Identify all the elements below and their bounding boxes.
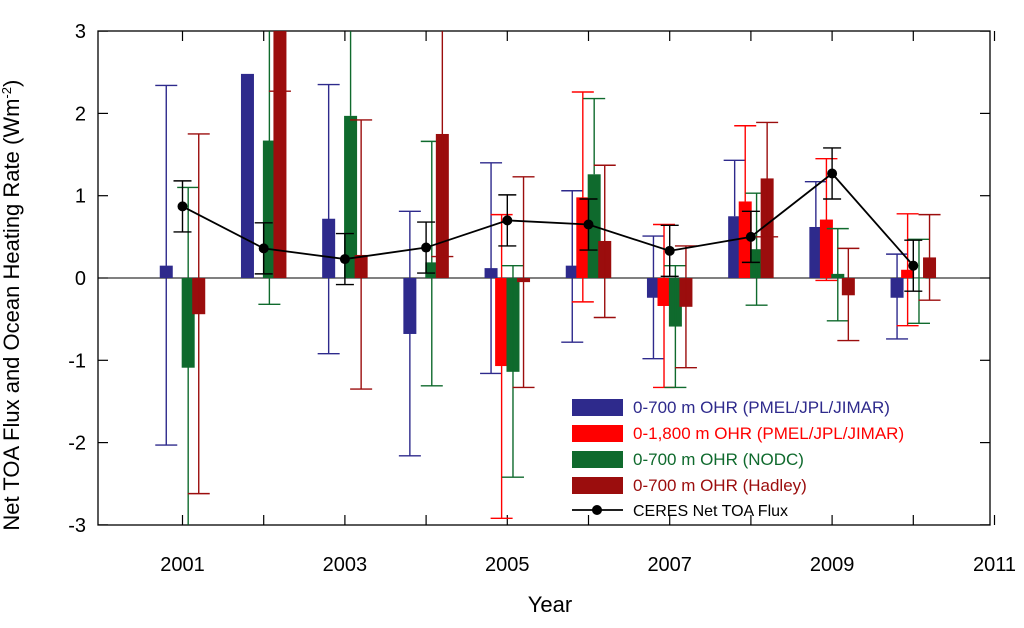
bar-0	[809, 226, 823, 278]
y-tick-label: -2	[68, 433, 86, 455]
plot-area: -3 -2 -1 0 1 2 3 2001 2003 2005 2007 2009 2011	[68, 21, 1016, 576]
x-tick-label: 2007	[647, 554, 692, 576]
bar-0	[240, 73, 254, 279]
bar-3	[273, 31, 287, 278]
ceres-point	[502, 215, 513, 226]
legend-swatch-2	[572, 451, 623, 468]
bar-1	[738, 201, 752, 278]
y-axis-label: Net TOA Flux and Ocean Heating Rate (Wm-…	[0, 79, 25, 531]
x-tick-label: 2009	[810, 554, 855, 576]
y-tick-label: 2	[75, 103, 86, 125]
ceres-point	[827, 168, 838, 179]
y-tick-label: 0	[75, 268, 86, 290]
ceres-point	[745, 231, 756, 242]
ceres-point	[258, 243, 269, 254]
legend-label-2: 0-700 m OHR (NODC)	[633, 450, 804, 469]
legend-swatch-3	[572, 477, 623, 494]
ceres-point	[583, 219, 594, 230]
legend-label-1: 0-1,800 m OHR (PMEL/JPL/JIMAR)	[633, 424, 904, 443]
x-tick-label: 2001	[160, 554, 205, 576]
bar-0	[728, 216, 742, 278]
legend-swatch-1	[572, 425, 623, 442]
ceres-point	[421, 242, 432, 253]
legend-label-ceres: CERES Net TOA Flux	[633, 503, 788, 520]
legend-marker-ceres	[592, 505, 602, 515]
ceres-point	[664, 245, 675, 256]
x-tick-label: 2003	[323, 554, 368, 576]
y-tick-label: 1	[75, 186, 86, 208]
ceres-point	[177, 201, 188, 212]
x-axis-label: Year	[527, 592, 573, 617]
legend-label-3: 0-700 m OHR (Hadley)	[633, 476, 807, 495]
legend: 0-700 m OHR (PMEL/JPL/JIMAR) 0-1,800 m OH…	[572, 398, 904, 520]
ceres-point	[339, 254, 350, 265]
legend-label-0: 0-700 m OHR (PMEL/JPL/JIMAR)	[633, 398, 890, 417]
bar-2	[344, 115, 358, 278]
y-tick-label: -3	[68, 515, 86, 537]
ceres-line	[182, 172, 914, 267]
y-tick-label: -1	[68, 350, 86, 372]
x-tick-label: 2011	[973, 554, 1016, 576]
y-tick-label: 3	[75, 21, 86, 43]
ceres-point	[908, 260, 919, 271]
legend-swatch-0	[572, 399, 623, 416]
x-tick-label: 2005	[485, 554, 530, 576]
